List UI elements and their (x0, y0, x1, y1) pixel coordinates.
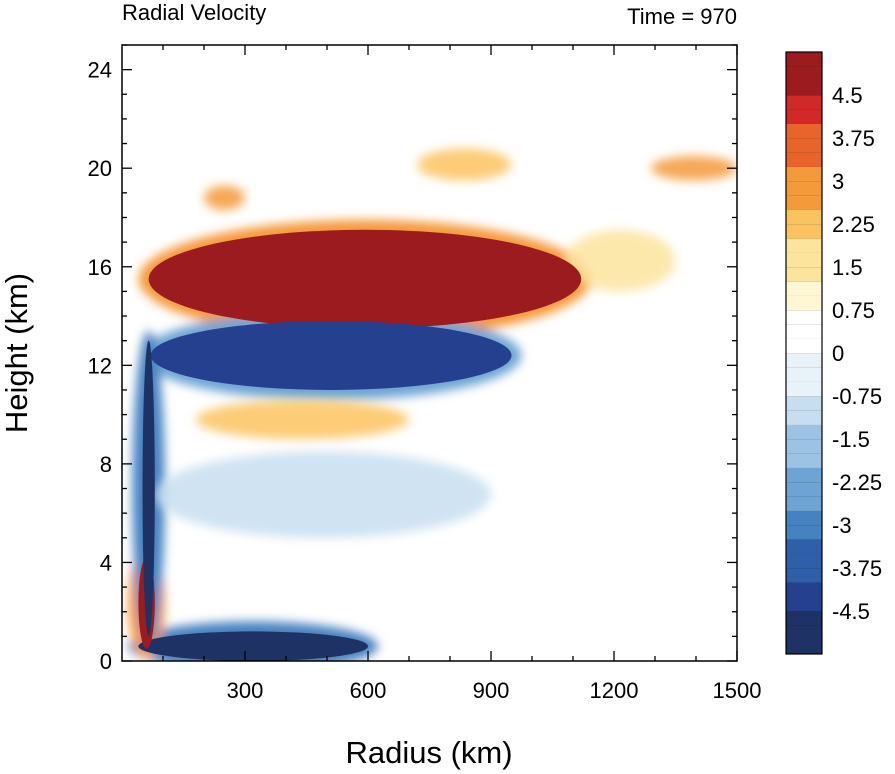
colorbar-frame (785, 51, 823, 655)
colorbar-band (786, 510, 822, 526)
colorbar-band (786, 467, 822, 483)
colorbar-band (786, 138, 822, 153)
colorbar-tick-label: -4.5 (832, 599, 870, 624)
colorbar-band (786, 410, 822, 425)
colorbar-tick-label: 3 (832, 169, 844, 194)
y-tick-label: 8 (100, 452, 112, 477)
field-feature-7 (417, 148, 512, 181)
colorbar-band (786, 295, 822, 311)
field-feature-10 (154, 451, 491, 538)
colorbar-band (786, 353, 822, 368)
colorbar-tick-label: -1.5 (832, 427, 870, 452)
field-feature-2 (195, 399, 409, 440)
colorbar-band (786, 625, 822, 640)
contour-field (128, 148, 737, 661)
colorbar-band (786, 596, 822, 612)
field-feature-9 (564, 229, 676, 292)
field-feature-1 (150, 320, 512, 390)
x-axis: 300 600 900 1200 1500 (162, 45, 762, 703)
colorbar-tick-label: 2.25 (832, 212, 875, 237)
colorbar-band (786, 639, 822, 655)
colorbar-band (786, 95, 822, 110)
colorbar-band (786, 52, 822, 67)
colorbar-band (786, 195, 822, 210)
colorbar-band (786, 496, 822, 511)
colorbar-tick-label: 1.5 (832, 255, 863, 280)
x-tick-label: 1500 (713, 678, 762, 703)
y-tick-label: 24 (88, 58, 112, 83)
colorbar-band (786, 453, 822, 468)
colorbar-band (786, 209, 822, 225)
field-feature-6 (204, 185, 245, 211)
x-tick-label: 300 (227, 678, 264, 703)
y-axis-label: Height (km) (0, 273, 34, 433)
colorbar-band (786, 367, 822, 382)
y-tick-label: 4 (100, 550, 112, 575)
colorbar-tick-label: -2.25 (832, 470, 882, 495)
colorbar-band (786, 310, 822, 325)
colorbar-band (786, 109, 822, 124)
colorbar-band (786, 324, 822, 339)
chart-subtitle: Time = 970 (627, 4, 737, 29)
colorbar-band (786, 281, 822, 296)
colorbar-band (786, 553, 822, 569)
colorbar: 4.5 3.75 3 2.25 1.5 0.75 0 -0.75 -1.5 -2.25 -3 -3.7… (785, 51, 882, 655)
x-tick-label: 900 (473, 678, 510, 703)
y-axis: 0 4 8 12 16 20 24 (88, 44, 737, 674)
y-tick-label: 20 (88, 156, 112, 181)
y-tick-label: 16 (88, 255, 112, 280)
colorbar-tick-label: 4.5 (832, 83, 863, 108)
colorbar-band (786, 582, 822, 597)
colorbar-band (786, 166, 822, 182)
field-feature-8 (650, 155, 737, 181)
colorbar-band (786, 525, 822, 540)
colorbar-band (786, 482, 822, 497)
colorbar-tick-label: -3.75 (832, 556, 882, 581)
colorbar-band (786, 238, 822, 253)
colorbar-band (786, 267, 822, 282)
colorbar-band (786, 80, 822, 96)
colorbar-band (786, 381, 822, 397)
plot-frame (121, 44, 738, 662)
y-tick-label: 12 (88, 353, 112, 378)
colorbar-band (786, 224, 822, 239)
colorbar-tick-label: -0.75 (832, 384, 882, 409)
colorbar-band (786, 123, 822, 139)
field-feature-3 (138, 631, 368, 661)
x-tick-label: 1200 (590, 678, 639, 703)
colorbar-band (786, 568, 822, 583)
x-tick-label: 600 (350, 678, 387, 703)
colorbar-band (786, 396, 822, 411)
colorbar-band (786, 439, 822, 454)
colorbar-band (786, 181, 822, 196)
colorbar-band (786, 66, 822, 81)
field-feature-5 (142, 340, 155, 637)
chart-title: Radial Velocity (122, 0, 266, 25)
colorbar-tick-label: 0.75 (832, 298, 875, 323)
colorbar-band (786, 539, 822, 554)
x-axis-label: Radius (km) (345, 735, 512, 770)
colorbar-tick-label: -3 (832, 513, 852, 538)
colorbar-band (786, 152, 822, 167)
colorbar-band (786, 252, 822, 268)
field-feature-0 (148, 229, 582, 329)
colorbar-band (786, 424, 822, 440)
colorbar-tick-label: 3.75 (832, 126, 875, 151)
colorbar-tick-label: 0 (832, 341, 844, 366)
colorbar-band (786, 611, 822, 626)
colorbar-band (786, 338, 822, 354)
y-tick-label: 0 (100, 649, 112, 674)
